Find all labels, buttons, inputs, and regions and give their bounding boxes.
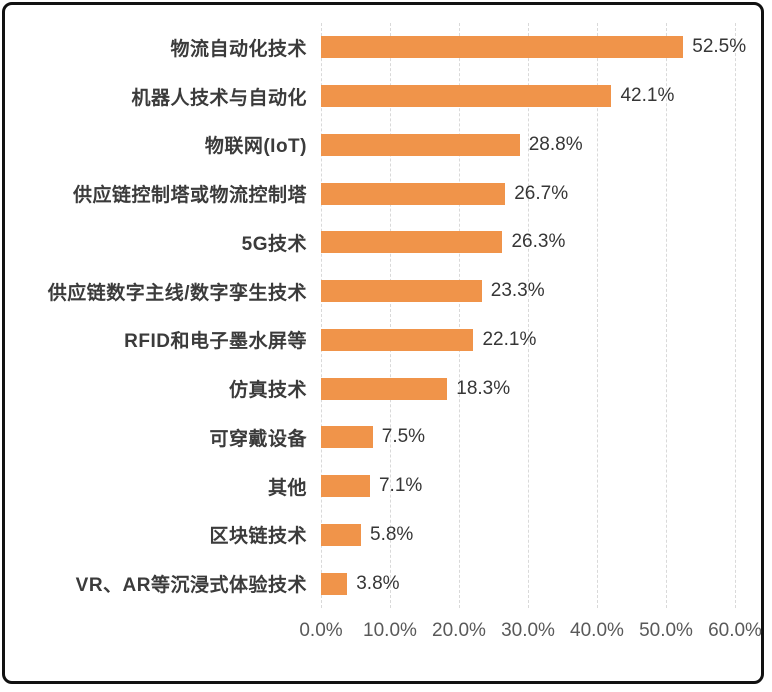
gridline	[458, 23, 460, 608]
category-label: 其他	[267, 477, 307, 499]
category-label: RFID和电子墨水屏等	[124, 331, 307, 353]
gridline	[321, 23, 322, 608]
bar-row: 供应链数字主线/数字孪生技术 23.3%	[23, 267, 753, 316]
bar	[321, 231, 503, 254]
bar	[321, 328, 474, 351]
bar	[321, 377, 448, 400]
bar-area: 42.1%	[321, 72, 753, 121]
x-axis-tick-label: 30.0%	[501, 620, 555, 641]
value-label: 42.1%	[620, 85, 675, 107]
bar-row: 机器人技术与自动化 42.1%	[23, 72, 753, 121]
gridline	[389, 23, 391, 608]
category-label: 可穿戴设备	[209, 428, 307, 450]
gridline	[735, 23, 736, 608]
bar-area: 3.8%	[321, 559, 753, 608]
bar-row: 区块链技术 5.8%	[23, 511, 753, 560]
value-label: 3.8%	[356, 572, 400, 594]
x-axis-tick-label: 40.0%	[570, 620, 624, 641]
x-axis-tick-label: 10.0%	[363, 620, 417, 641]
bar-area: 52.5%	[321, 23, 753, 72]
x-axis-tick-label: 60.0%	[708, 620, 762, 641]
gridline	[596, 23, 598, 608]
category-label: 5G技术	[241, 233, 307, 255]
value-label: 52.5%	[692, 36, 747, 58]
bar-row: 物联网(IoT) 28.8%	[23, 121, 753, 170]
bar-area: 5.8%	[321, 511, 753, 560]
bar-row: 物流自动化技术 52.5%	[23, 23, 753, 72]
x-axis-tick-label: 50.0%	[639, 620, 693, 641]
bar-area: 18.3%	[321, 364, 753, 413]
bar-area: 7.1%	[321, 462, 753, 511]
category-label: VR、AR等沉浸式体验技术	[75, 575, 307, 597]
bar-area: 23.3%	[321, 267, 753, 316]
gridline	[666, 23, 667, 608]
value-label: 26.3%	[511, 231, 566, 253]
bar-row: 供应链控制塔或物流控制塔 26.7%	[23, 169, 753, 218]
bar-area: 26.7%	[321, 169, 753, 218]
value-label: 7.1%	[378, 475, 423, 497]
category-label: 供应链数字主线/数字孪生技术	[47, 282, 307, 304]
bar	[321, 280, 482, 303]
category-label: 物流自动化技术	[170, 38, 307, 60]
bar	[321, 475, 370, 498]
gridlines	[321, 23, 736, 608]
bar	[321, 523, 362, 546]
value-label: 5.8%	[370, 523, 414, 545]
bar	[321, 133, 520, 156]
x-axis-tick-label: 20.0%	[432, 620, 486, 641]
bar-area: 28.8%	[321, 121, 753, 170]
bar-row: 5G技术 26.3%	[23, 218, 753, 267]
bar-row: 仿真技术 18.3%	[23, 364, 753, 413]
bar	[321, 182, 506, 205]
value-label: 22.1%	[482, 328, 537, 350]
x-axis-tick-label: 0.0%	[299, 620, 343, 641]
bar-row: VR、AR等沉浸式体验技术 3.8%	[23, 559, 753, 608]
category-label: 机器人技术与自动化	[131, 87, 307, 109]
bar	[321, 572, 348, 595]
bar-row: 可穿戴设备 7.5%	[23, 413, 753, 462]
category-label: 供应链控制塔或物流控制塔	[72, 185, 307, 207]
category-label: 物联网(IoT)	[204, 136, 307, 158]
bar	[321, 426, 373, 449]
category-label: 区块链技术	[209, 526, 307, 548]
value-label: 23.3%	[490, 280, 545, 302]
value-label: 26.7%	[514, 182, 569, 204]
chart-frame: 物流自动化技术 52.5% 机器人技术与自动化 42.1% 物联网(IoT) 28.8% 供…	[2, 2, 764, 684]
category-label: 仿真技术	[228, 380, 307, 402]
value-label: 28.8%	[528, 133, 583, 155]
gridline	[528, 23, 529, 608]
bar	[321, 36, 684, 59]
bar-rows: 物流自动化技术 52.5% 机器人技术与自动化 42.1% 物联网(IoT) 28.8% 供…	[23, 23, 753, 608]
bar-area: 26.3%	[321, 218, 753, 267]
x-axis: 0.0% 10.0% 20.0% 30.0% 40.0% 50.0% 60.0%	[299, 620, 762, 646]
bar	[321, 85, 612, 108]
horizontal-bar-chart: 物流自动化技术 52.5% 机器人技术与自动化 42.1% 物联网(IoT) 28.8% 供…	[5, 5, 762, 681]
bar-row: RFID和电子墨水屏等 22.1%	[23, 316, 753, 365]
bar-area: 7.5%	[321, 413, 753, 462]
bar-row: 其他 7.1%	[23, 462, 753, 511]
value-label: 18.3%	[456, 377, 511, 399]
bar-area: 22.1%	[321, 316, 753, 365]
value-label: 7.5%	[381, 426, 426, 448]
